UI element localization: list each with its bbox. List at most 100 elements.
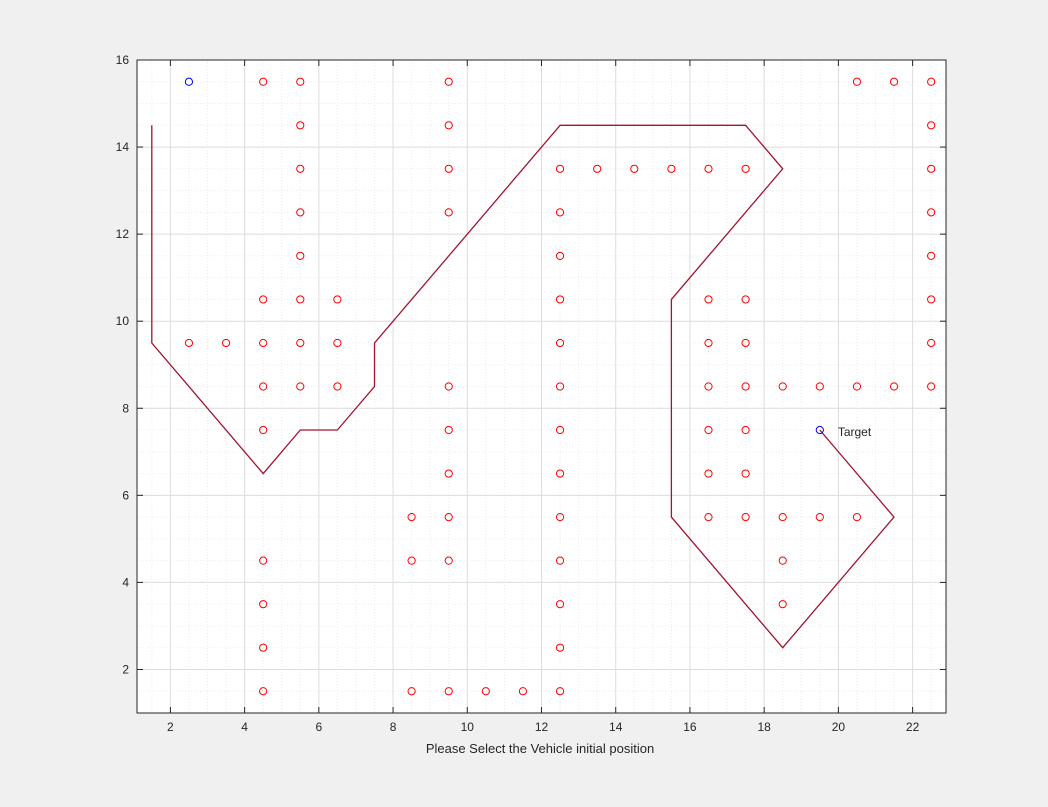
obstacle-marker [704, 382, 713, 391]
obstacle-marker [927, 208, 936, 217]
obstacle-marker [444, 164, 453, 173]
obstacle-marker [407, 513, 416, 522]
x-tick-label: 4 [241, 720, 248, 734]
y-tick-label: 10 [116, 314, 130, 328]
waypoint-marker [184, 77, 194, 86]
y-tick-label: 8 [122, 401, 129, 415]
obstacle-marker [518, 687, 528, 696]
y-tick-label: 2 [122, 662, 129, 676]
obstacle-marker [184, 338, 194, 348]
y-tick-label: 16 [116, 53, 130, 67]
obstacle-marker [704, 338, 713, 348]
obstacle-marker [259, 556, 268, 565]
obstacle-marker [778, 556, 787, 565]
obstacle-marker [296, 121, 305, 130]
obstacle-marker [555, 469, 565, 478]
target-annotation: Target [838, 425, 872, 439]
obstacle-marker [815, 513, 824, 522]
x-tick-label: 2 [167, 720, 174, 734]
obstacle-marker [481, 687, 490, 696]
x-tick-label: 18 [757, 720, 771, 734]
x-tick-label: 22 [906, 720, 920, 734]
obstacle-marker [296, 338, 305, 348]
obstacle-marker [444, 208, 453, 217]
obstacle-marker [555, 513, 565, 522]
obstacle-marker [444, 425, 453, 435]
obstacle-marker [741, 425, 750, 435]
y-tick-label: 14 [116, 140, 130, 154]
obstacle-marker [555, 251, 565, 260]
obstacle-marker [927, 77, 936, 86]
obstacle-marker [593, 164, 602, 173]
obstacle-marker [555, 295, 565, 304]
obstacle-marker [815, 382, 824, 391]
obstacle-marker [296, 208, 305, 217]
marker-layer [184, 77, 936, 696]
vehicle-path-line [151, 124, 895, 649]
obstacle-marker [444, 513, 453, 522]
obstacle-marker [555, 164, 565, 173]
obstacle-marker [667, 164, 676, 173]
obstacle-marker [927, 295, 936, 304]
obstacle-marker [259, 77, 268, 86]
obstacle-marker [407, 556, 416, 565]
obstacle-marker [444, 382, 453, 391]
obstacle-marker [741, 469, 750, 478]
obstacle-marker [778, 382, 787, 391]
obstacle-marker [444, 687, 453, 696]
x-axis-label: Please Select the Vehicle initial positi… [426, 741, 654, 756]
obstacle-marker [889, 77, 899, 86]
obstacle-marker [889, 382, 899, 391]
obstacle-marker [296, 164, 305, 173]
obstacle-marker [259, 295, 268, 304]
obstacle-marker [852, 382, 862, 391]
obstacle-marker [333, 338, 342, 348]
obstacle-marker [741, 164, 750, 173]
obstacle-marker [555, 382, 565, 391]
path-layer [151, 124, 895, 649]
obstacle-marker [630, 164, 639, 173]
waypoint-marker [815, 425, 824, 435]
obstacle-marker [296, 77, 305, 86]
obstacle-marker [704, 513, 713, 522]
obstacle-marker [444, 556, 453, 565]
obstacle-marker [444, 469, 453, 478]
obstacle-marker [259, 643, 268, 652]
obstacle-marker [555, 208, 565, 217]
obstacle-marker [444, 77, 453, 86]
obstacle-marker [704, 469, 713, 478]
x-tick-label: 12 [535, 720, 549, 734]
obstacle-marker [221, 338, 231, 348]
y-tick-label: 12 [116, 227, 130, 241]
obstacle-marker [259, 425, 268, 435]
obstacle-marker [296, 295, 305, 304]
obstacle-marker [927, 251, 936, 260]
obstacle-marker [927, 382, 936, 391]
obstacle-marker [852, 513, 862, 522]
obstacle-marker [741, 295, 750, 304]
obstacle-marker [741, 382, 750, 391]
y-tick-label: 4 [122, 575, 129, 589]
obstacle-marker [778, 513, 787, 522]
obstacle-marker [741, 338, 750, 348]
obstacle-marker [927, 338, 936, 348]
obstacle-marker [741, 513, 750, 522]
major-grid [137, 59, 946, 713]
x-tick-label: 6 [315, 720, 322, 734]
obstacle-marker [927, 121, 936, 130]
obstacle-marker [296, 251, 305, 260]
obstacle-marker [927, 164, 936, 173]
obstacle-marker [555, 338, 565, 348]
obstacle-marker [259, 338, 268, 348]
obstacle-marker [704, 425, 713, 435]
obstacle-marker [778, 600, 787, 609]
x-tick-label: 10 [461, 720, 475, 734]
obstacle-marker [555, 643, 565, 652]
obstacle-marker [555, 687, 565, 696]
obstacle-marker [852, 77, 862, 86]
obstacle-marker [555, 425, 565, 435]
obstacle-marker [259, 687, 268, 696]
